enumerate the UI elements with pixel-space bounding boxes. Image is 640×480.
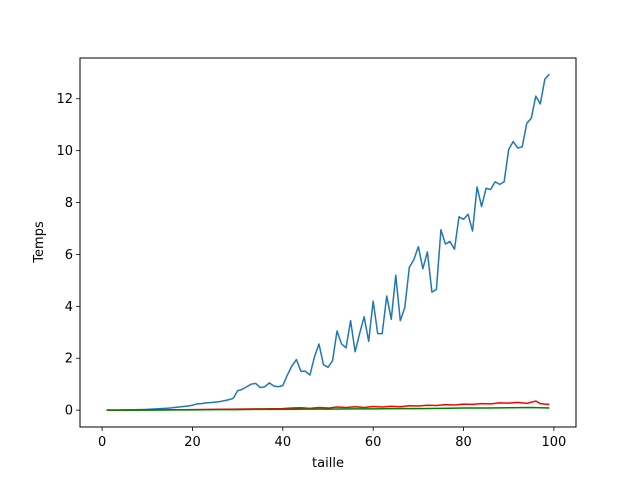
x-tick-label: 0 <box>98 435 106 450</box>
y-tick-label: 2 <box>65 352 73 367</box>
x-tick-label: 80 <box>455 435 472 450</box>
series-line-3 <box>106 406 550 411</box>
y-tick-label: 0 <box>65 404 73 419</box>
y-tick-label: 12 <box>56 92 73 107</box>
plot-frame <box>79 57 577 428</box>
x-tick-label: 100 <box>541 435 566 450</box>
y-axis-ticks: 0 2 4 6 8 10 12 <box>56 92 80 419</box>
y-tick-label: 4 <box>65 300 73 315</box>
y-tick-label: 10 <box>56 144 73 159</box>
series-line-1 <box>106 73 550 411</box>
series-layer <box>106 73 550 411</box>
x-tick-label: 20 <box>184 435 201 450</box>
x-tick-label: 60 <box>365 435 382 450</box>
y-axis-label: Temps <box>32 221 47 264</box>
x-axis-ticks: 0 20 40 60 80 100 <box>98 427 566 450</box>
y-tick-label: 8 <box>65 196 73 211</box>
y-tick-label: 6 <box>65 248 73 263</box>
x-axis-label: taille <box>312 456 344 471</box>
x-tick-label: 40 <box>275 435 292 450</box>
